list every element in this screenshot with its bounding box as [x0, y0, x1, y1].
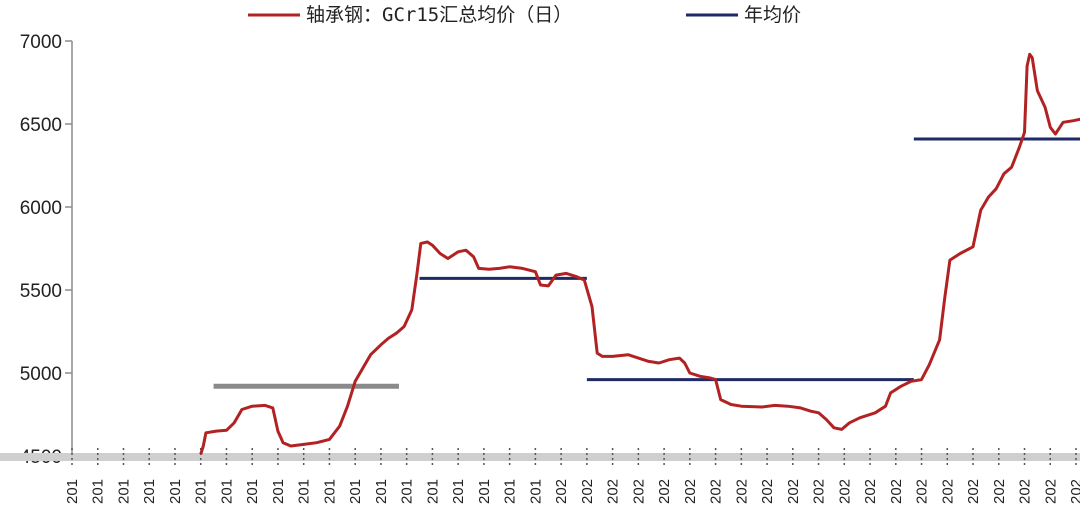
x-tick-label: 201 — [527, 479, 544, 504]
x-tick-label: 202 — [605, 479, 622, 504]
x-tick-label: 201 — [167, 479, 184, 504]
x-tick-label: 201 — [502, 479, 519, 504]
x-tick-label: 202 — [1068, 479, 1080, 504]
x-tick-label: 202 — [836, 479, 853, 504]
x-tick-label: 201 — [399, 479, 416, 504]
x-tick-label: 202 — [759, 479, 776, 504]
x-tick-label: 202 — [708, 479, 725, 504]
x-tick-label: 202 — [785, 479, 802, 504]
x-tick-label: 202 — [656, 479, 673, 504]
x-tick-label: 201 — [141, 479, 158, 504]
y-tick-label: 5000 — [20, 364, 62, 385]
x-tick-label: 201 — [90, 479, 107, 504]
x-tick-label: 202 — [553, 479, 570, 504]
x-tick-label: 202 — [579, 479, 596, 504]
x-tick-label: 202 — [965, 479, 982, 504]
x-tick-label: 202 — [630, 479, 647, 504]
x-tick-label: 201 — [296, 479, 313, 504]
x-tick-label: 202 — [1017, 479, 1034, 504]
x-tick-label: 202 — [733, 479, 750, 504]
y-tick-label: 6500 — [20, 115, 62, 136]
x-tick-label: 201 — [347, 479, 364, 504]
x-tick-label: 202 — [914, 479, 931, 504]
x-tick-label: 201 — [373, 479, 390, 504]
legend-label-annual-average: 年均价 — [744, 4, 801, 26]
legend: 轴承钢：GCr15汇总均价（日） 年均价 — [248, 4, 801, 26]
x-tick-label: 202 — [862, 479, 879, 504]
x-tick-label: 201 — [115, 479, 132, 504]
y-tick-label: 6000 — [20, 198, 62, 219]
x-tick-label: 201 — [450, 479, 467, 504]
x-tick-label: 201 — [321, 479, 338, 504]
x-tick-label: 202 — [939, 479, 956, 504]
x-tick-label: 201 — [193, 479, 210, 504]
x-tick-label: 201 — [476, 479, 493, 504]
x-axis: 201 201 201 201 201 201 201 201 201 201 201 201 201 2… — [0, 448, 1080, 504]
x-tick-label: 202 — [682, 479, 699, 504]
x-tick-label: 201 — [270, 479, 287, 504]
x-tick-label: 202 — [811, 479, 828, 504]
annual-average-series — [213, 137, 1080, 389]
y-axis: 450050005500600065007000 — [20, 32, 73, 468]
x-tick-label: 202 — [888, 479, 905, 504]
x-tick-label: 201 — [244, 479, 261, 504]
x-tick-label: 202 — [991, 479, 1008, 504]
y-tick-label: 7000 — [20, 32, 62, 53]
x-tick-label: 202 — [1042, 479, 1059, 504]
y-tick-label: 5500 — [20, 281, 62, 302]
x-tick-label: 201 — [218, 479, 235, 504]
x-tick-label: 201 — [64, 479, 81, 504]
x-tick-label: 201 — [424, 479, 441, 504]
daily-price-series-line — [199, 52, 1080, 455]
legend-label-daily-price: 轴承钢：GCr15汇总均价（日） — [306, 4, 572, 26]
